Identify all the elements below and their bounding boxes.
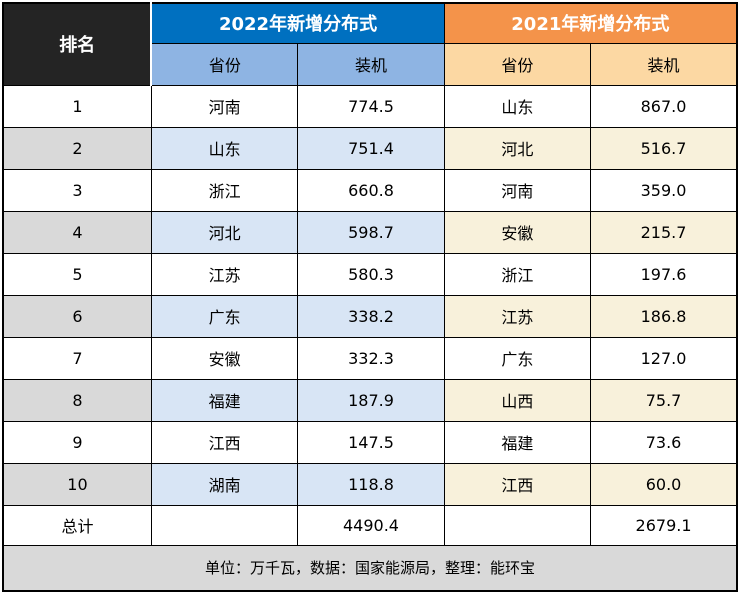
province-2022-cell: 浙江 — [150, 168, 299, 212]
group-header-row: 排名 2022年新增分布式 2021年新增分布式 — [2, 2, 738, 86]
rank-cell: 7 — [2, 336, 152, 380]
rank-cell: 6 — [2, 294, 152, 338]
province-2021-cell: 福建 — [443, 420, 592, 464]
province-2022-cell: 江西 — [150, 420, 299, 464]
total-capacity-2022: 4490.4 — [297, 504, 445, 546]
province-2021-cell: 广东 — [443, 336, 592, 380]
province-2021-cell: 江苏 — [443, 294, 592, 338]
capacity-2021-cell: 127.0 — [590, 336, 738, 380]
rank-column-header: 排名 — [2, 2, 153, 86]
province-2022-cell: 江苏 — [150, 252, 299, 296]
capacity-2022-cell: 147.5 — [297, 420, 445, 464]
table-row: 10 湖南 118.8 江西 60.0 — [2, 462, 738, 506]
capacity-2021-cell: 516.7 — [590, 126, 738, 170]
province-2022-cell: 广东 — [150, 294, 299, 338]
province-2022-cell: 安徽 — [150, 336, 299, 380]
rank-cell: 2 — [2, 126, 152, 170]
capacity-2022-cell: 660.8 — [297, 168, 445, 212]
total-row: 总计 4490.4 2679.1 — [2, 504, 738, 546]
table-row: 1 河南 774.5 山东 867.0 — [2, 84, 738, 128]
province-header-2022: 省份 — [150, 42, 299, 86]
capacity-2021-cell: 75.7 — [590, 378, 738, 422]
province-2021-cell: 河南 — [443, 168, 592, 212]
province-2021-cell: 江西 — [443, 462, 592, 506]
table-row: 7 安徽 332.3 广东 127.0 — [2, 336, 738, 380]
rank-cell: 3 — [2, 168, 152, 212]
province-2021-cell: 山东 — [443, 84, 592, 128]
capacity-2022-cell: 751.4 — [297, 126, 445, 170]
capacity-2021-cell: 60.0 — [590, 462, 738, 506]
total-label: 总计 — [2, 504, 152, 546]
table-row: 2 山东 751.4 河北 516.7 — [2, 126, 738, 170]
group-header-2022: 2022年新增分布式 — [150, 2, 445, 44]
capacity-2021-cell: 867.0 — [590, 84, 738, 128]
rank-cell: 5 — [2, 252, 152, 296]
rank-cell: 9 — [2, 420, 152, 464]
capacity-2021-cell: 215.7 — [590, 210, 738, 254]
province-2021-cell: 安徽 — [443, 210, 592, 254]
table-row: 6 广东 338.2 江苏 186.8 — [2, 294, 738, 338]
table-row: 5 江苏 580.3 浙江 197.6 — [2, 252, 738, 296]
province-2022-cell: 福建 — [150, 378, 299, 422]
capacity-2021-cell: 359.0 — [590, 168, 738, 212]
group-header-2021: 2021年新增分布式 — [443, 2, 738, 44]
footer-row: 单位：万千瓦，数据：国家能源局，整理：能环宝 — [2, 544, 738, 592]
capacity-2022-cell: 598.7 — [297, 210, 445, 254]
province-2022-cell: 湖南 — [150, 462, 299, 506]
table-row: 8 福建 187.9 山西 75.7 — [2, 378, 738, 422]
sub-header-row: 省份 装机 省份 装机 — [3, 42, 738, 86]
capacity-2022-cell: 187.9 — [297, 378, 445, 422]
capacity-header-2022: 装机 — [297, 42, 445, 86]
source-note: 单位：万千瓦，数据：国家能源局，整理：能环宝 — [2, 544, 738, 592]
province-2022-cell: 河南 — [150, 84, 299, 128]
province-2022-cell: 山东 — [150, 126, 299, 170]
rank-cell: 1 — [2, 84, 152, 128]
capacity-header-2021: 装机 — [590, 42, 738, 86]
total-capacity-2021: 2679.1 — [590, 504, 738, 546]
capacity-2022-cell: 332.3 — [297, 336, 445, 380]
total-province-2021-empty — [443, 504, 592, 546]
province-header-2021: 省份 — [443, 42, 592, 86]
table-row: 4 河北 598.7 安徽 215.7 — [2, 210, 738, 254]
capacity-2021-cell: 197.6 — [590, 252, 738, 296]
province-2021-cell: 浙江 — [443, 252, 592, 296]
rank-cell: 8 — [2, 378, 152, 422]
total-province-2022-empty — [150, 504, 299, 546]
table-row: 3 浙江 660.8 河南 359.0 — [2, 168, 738, 212]
capacity-2022-cell: 774.5 — [297, 84, 445, 128]
province-2022-cell: 河北 — [150, 210, 299, 254]
capacity-2022-cell: 338.2 — [297, 294, 445, 338]
province-2021-cell: 山西 — [443, 378, 592, 422]
capacity-2021-cell: 186.8 — [590, 294, 738, 338]
table-row: 9 江西 147.5 福建 73.6 — [2, 420, 738, 464]
rank-cell: 10 — [2, 462, 152, 506]
capacity-2022-cell: 580.3 — [297, 252, 445, 296]
rank-cell: 4 — [2, 210, 152, 254]
province-2021-cell: 河北 — [443, 126, 592, 170]
capacity-2022-cell: 118.8 — [297, 462, 445, 506]
capacity-2021-cell: 73.6 — [590, 420, 738, 464]
